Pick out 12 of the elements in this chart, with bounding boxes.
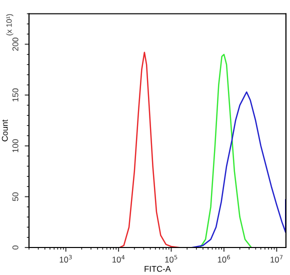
y-tick-label: 50 (12, 192, 18, 201)
y-tick-label: 100 (12, 139, 18, 152)
y-tick-label: 200 (12, 38, 18, 51)
y-tick-label: 0 (12, 246, 18, 250)
y-axis-title: Count (2, 120, 8, 142)
y-tick-label: 150 (12, 88, 18, 102)
x-tick-label: 10$^{4}$ (112, 255, 125, 263)
x-axis-title: FITC-A (144, 266, 171, 272)
x-tick-label: 10$^{5}$ (165, 255, 178, 263)
x-tick-label: 10$^{6}$ (218, 254, 230, 263)
x-tick-label: 10$^{3}$ (60, 254, 72, 263)
x-tick-label: 10$^{7}$ (270, 255, 283, 263)
